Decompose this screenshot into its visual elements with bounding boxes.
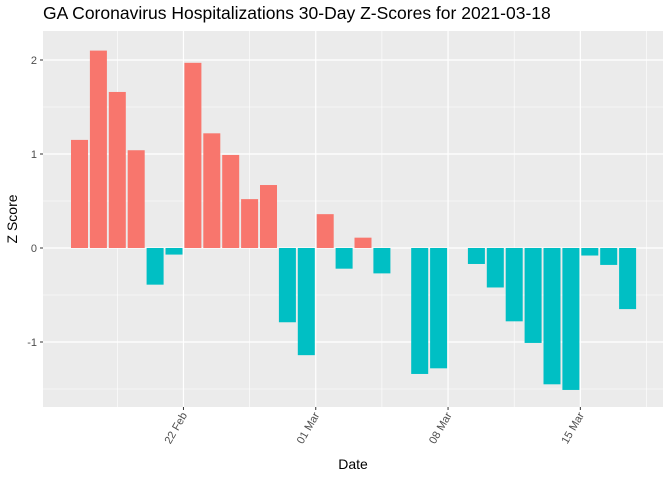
bar-negative (524, 248, 542, 343)
x-tick-label: 22 Feb (163, 411, 191, 447)
bar-positive (203, 133, 221, 248)
bar-positive (108, 91, 126, 249)
x-tick-label: 15 Mar (559, 410, 587, 446)
bar-positive (127, 150, 145, 248)
bar-negative (146, 248, 164, 285)
y-tick-label: 1 (31, 149, 37, 161)
bar-positive (184, 62, 202, 248)
y-tick-label: 2 (31, 55, 37, 67)
y-tick-label: -1 (27, 337, 37, 349)
bar-negative (335, 248, 353, 269)
bar-negative (562, 248, 580, 390)
bar-negative (430, 248, 448, 369)
bar-negative (600, 248, 618, 265)
bar-negative (619, 248, 637, 310)
bar-positive (260, 185, 277, 248)
bar-positive (316, 214, 334, 248)
bar-positive (241, 199, 259, 248)
bar-negative (467, 248, 485, 264)
y-axis: -1 0 1 2 (27, 55, 43, 349)
bar-negative (373, 248, 391, 274)
bar-negative (165, 248, 183, 255)
bar-negative (297, 248, 315, 356)
chart-title: GA Coronavirus Hospitalizations 30-Day Z… (43, 3, 551, 23)
x-tick-label: 08 Mar (427, 410, 455, 446)
y-axis-title: Z Score (4, 194, 20, 243)
bar-negative (543, 248, 561, 385)
bar-positive (71, 139, 88, 248)
bar-positive (354, 237, 372, 248)
bar-negative (581, 248, 599, 256)
x-axis: 22 Feb 01 Mar 08 Mar 15 Mar (163, 407, 587, 447)
x-axis-title: Date (338, 456, 368, 472)
x-tick-label: 01 Mar (295, 410, 323, 446)
bar-positive (89, 50, 107, 248)
bar-negative (486, 248, 504, 288)
bar-negative (505, 248, 523, 322)
bars (71, 50, 637, 390)
bar-positive (222, 154, 240, 248)
y-tick-label: 0 (31, 243, 37, 255)
bar-negative (411, 248, 429, 374)
bar-negative (278, 248, 296, 323)
